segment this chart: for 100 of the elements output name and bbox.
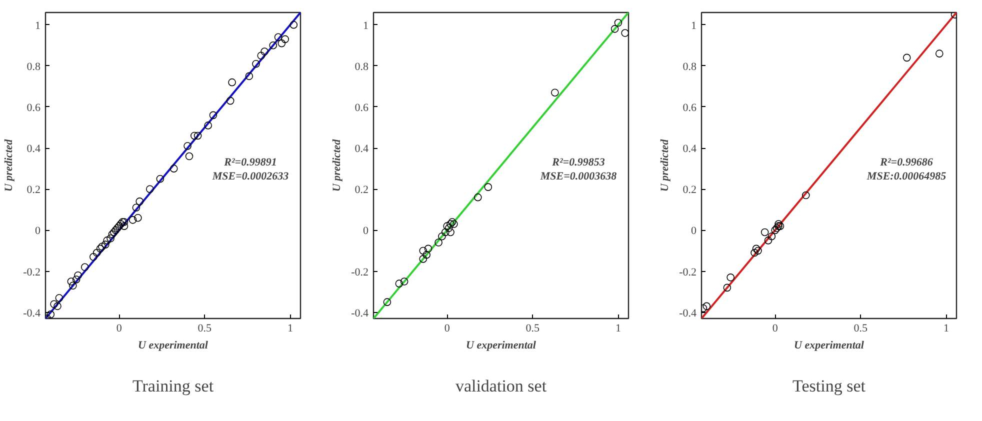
x-axis-title: U experimental (794, 340, 865, 352)
point (771, 226, 779, 234)
point (614, 18, 622, 27)
point (774, 222, 782, 230)
point (750, 248, 758, 257)
y-tick-label: 0 (35, 225, 41, 238)
y-tick-label: 0.8 (26, 60, 41, 73)
y-tick-label: -0.4 (351, 307, 369, 320)
y-tick-label: 0.4 (354, 143, 369, 156)
point (96, 244, 104, 253)
point (383, 298, 392, 306)
point (419, 246, 428, 255)
y-tick-label: 1 (363, 20, 368, 32)
y-tick-label: -0.2 (679, 266, 697, 278)
point (190, 132, 198, 140)
y-tick-label: 1 (35, 20, 40, 32)
point (802, 191, 810, 200)
y-axis-title: U predicted (3, 138, 16, 192)
y-tick-label: 1 (691, 20, 696, 32)
annotation: R²=0.99686 (879, 156, 934, 168)
point (768, 232, 776, 240)
y-tick-label: 0 (691, 225, 697, 238)
point (443, 222, 451, 230)
y-tick-label: -0.4 (679, 307, 697, 320)
point (209, 111, 218, 120)
point (185, 152, 194, 160)
point (450, 220, 458, 228)
y-tick-label: 0.4 (682, 143, 697, 156)
x-axis-title: U experimental (466, 340, 537, 352)
x-tick-label: 0.5 (526, 322, 540, 334)
y-tick-label: 0.2 (682, 184, 696, 196)
annotation: MSE=0.0002633 (211, 170, 290, 182)
point (132, 204, 140, 212)
annotation: MSE:0.00064985 (866, 170, 947, 182)
point (419, 255, 428, 263)
annotation: MSE=0.0003638 (539, 170, 618, 182)
y-tick-label: 0 (363, 225, 369, 238)
point (113, 224, 122, 232)
text: Testing set (792, 376, 866, 396)
point (752, 244, 760, 253)
point (170, 164, 178, 172)
point (760, 228, 769, 236)
point (438, 232, 446, 240)
point (723, 284, 732, 292)
point (72, 276, 80, 284)
point (278, 39, 286, 48)
point (112, 226, 120, 234)
point (228, 78, 236, 86)
point (46, 310, 55, 318)
point (156, 174, 164, 183)
point (98, 242, 106, 251)
point (726, 274, 734, 282)
text: Training set (132, 376, 214, 396)
point (146, 185, 154, 194)
point (120, 222, 128, 230)
point (269, 41, 278, 50)
point (290, 20, 298, 29)
y-tick-label: -0.2 (351, 266, 369, 278)
point (128, 216, 137, 224)
y-tick-label: -0.4 (23, 307, 41, 320)
point (776, 222, 784, 230)
annotation: R²=0.99853 (551, 156, 606, 168)
point (194, 132, 202, 140)
x-tick-label: 0.5 (198, 322, 212, 334)
point (110, 228, 118, 236)
point (134, 214, 142, 222)
y-tick-label: -0.2 (23, 266, 41, 278)
point (184, 142, 192, 150)
point (444, 224, 453, 232)
point (610, 25, 619, 33)
x-tick-label: 0 (116, 322, 122, 334)
text: validation set (455, 376, 547, 396)
point (441, 228, 450, 236)
point (103, 236, 112, 244)
point (424, 244, 432, 253)
y-tick-label: 0.6 (26, 102, 41, 114)
point (120, 218, 128, 226)
point (621, 29, 628, 37)
y-tick-label: 0.6 (354, 102, 369, 114)
point (422, 250, 430, 259)
point (252, 60, 260, 68)
point (55, 294, 64, 302)
point (395, 280, 404, 288)
point (902, 54, 911, 62)
point (67, 278, 76, 286)
point (448, 218, 456, 226)
point (245, 72, 254, 80)
point (136, 198, 144, 206)
point (118, 218, 126, 226)
point (935, 50, 944, 58)
point (68, 282, 77, 290)
point (50, 300, 58, 308)
x-tick-label: 1 (287, 322, 293, 334)
x-tick-label: 1 (943, 322, 949, 334)
y-axis-title: U predicted (659, 138, 672, 192)
point (434, 238, 442, 246)
x-tick-label: 1 (615, 322, 621, 334)
annotation: R²=0.99891 (223, 156, 277, 168)
point (260, 48, 268, 56)
point (551, 88, 559, 96)
